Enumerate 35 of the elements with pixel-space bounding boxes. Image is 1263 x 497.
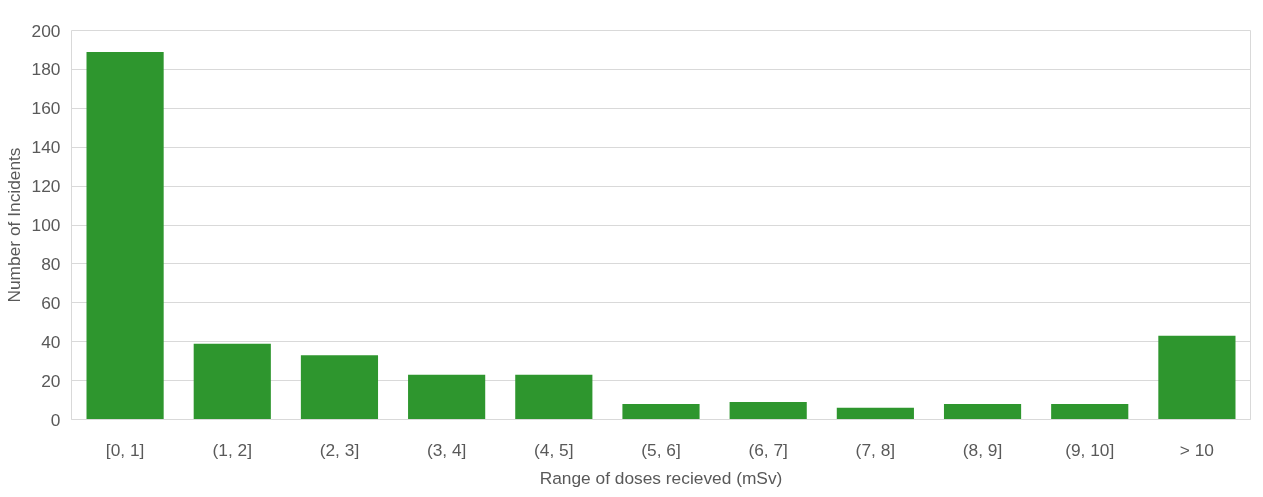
bar (193, 343, 271, 420)
y-tick-label: 80 (41, 253, 61, 274)
bar (729, 401, 807, 420)
bar (300, 355, 379, 420)
x-tick-label: (7, 8] (855, 439, 896, 460)
bar (622, 403, 700, 420)
bar (515, 374, 593, 420)
y-tick-label: 100 (31, 215, 61, 235)
y-tick-label: 20 (41, 370, 61, 391)
x-tick-label: (9, 10] (1065, 439, 1115, 460)
y-tick-label: 180 (31, 59, 61, 80)
x-tick-label: (6, 7] (748, 439, 788, 460)
y-tick-label: 60 (41, 292, 61, 313)
bar (1158, 335, 1236, 420)
y-axis-title: Number of Incidents (3, 147, 24, 303)
x-tick-label: (1, 2] (212, 439, 253, 460)
bar (408, 374, 486, 420)
bar (943, 403, 1022, 420)
y-tick-label: 200 (31, 20, 61, 41)
bar (836, 407, 914, 420)
bar (86, 51, 164, 420)
x-tick-label: [0, 1] (105, 439, 145, 460)
y-tick-label: 40 (41, 331, 61, 352)
x-tick-label: (4, 5] (534, 439, 574, 460)
y-tick-label: 0 (50, 409, 61, 430)
x-tick-label: (2, 3] (319, 439, 360, 460)
y-tick-label: 120 (31, 176, 61, 197)
bar (1051, 403, 1129, 420)
x-tick-label: (8, 9] (962, 439, 1003, 460)
x-tick-label: (3, 4] (426, 439, 467, 460)
y-tick-label: 140 (31, 137, 61, 158)
x-tick-label: (5, 6] (641, 439, 681, 460)
y-tick-label: 160 (31, 98, 61, 119)
x-axis-title: Range of doses recieved (mSv) (539, 467, 783, 488)
x-tick-label: > 10 (1179, 439, 1215, 460)
